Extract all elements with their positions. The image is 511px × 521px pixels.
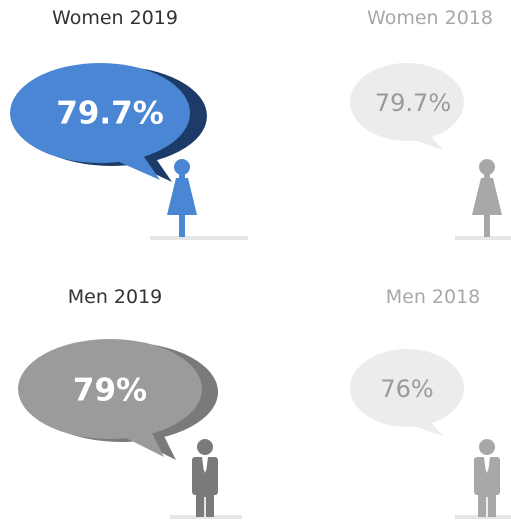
base (455, 236, 511, 240)
base (150, 236, 248, 240)
woman-icon (167, 159, 197, 237)
panel-title: Men 2018 (386, 286, 481, 308)
speech-bubble (350, 349, 464, 436)
speech-bubble (10, 63, 207, 182)
value-label: 79.7% (375, 89, 451, 117)
value-label: 76% (380, 375, 433, 403)
woman-icon (472, 159, 502, 237)
base (170, 515, 242, 519)
panel-title: Women 2018 (367, 7, 493, 29)
man-icon (192, 439, 218, 517)
speech-bubble (350, 63, 464, 150)
base (455, 515, 511, 519)
value-label: 79% (73, 373, 147, 409)
speech-bubble (18, 339, 218, 460)
man-icon (474, 439, 500, 517)
panel-title: Men 2019 (68, 286, 163, 308)
panel-title: Women 2019 (52, 7, 178, 29)
value-label: 79.7% (56, 96, 164, 132)
